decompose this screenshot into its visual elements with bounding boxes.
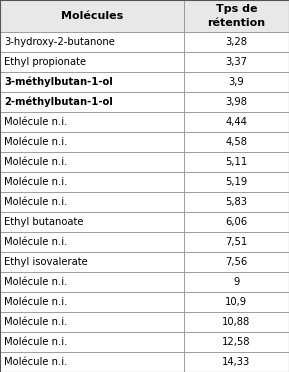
Text: Molécule n.i.: Molécule n.i.: [4, 337, 68, 347]
Bar: [0, 152, 184, 172]
Text: 12,58: 12,58: [222, 337, 251, 347]
Bar: [0, 172, 184, 192]
Text: Molécule n.i.: Molécule n.i.: [4, 317, 68, 327]
Bar: [184, 352, 289, 372]
Text: 14,33: 14,33: [222, 357, 250, 367]
Bar: [0, 92, 184, 112]
Bar: [0, 52, 184, 72]
Text: 3-hydroxy-2-butanone: 3-hydroxy-2-butanone: [4, 37, 115, 47]
Text: 3-méthylbutan-1-ol: 3-méthylbutan-1-ol: [4, 77, 113, 87]
Bar: [0, 352, 184, 372]
Bar: [0, 112, 184, 132]
Text: 3,37: 3,37: [225, 57, 247, 67]
Text: 3,98: 3,98: [225, 97, 247, 107]
Bar: [184, 332, 289, 352]
Bar: [0, 252, 184, 272]
Bar: [184, 32, 289, 52]
Bar: [0, 72, 184, 92]
Text: 9: 9: [233, 277, 240, 287]
Text: 5,11: 5,11: [225, 157, 247, 167]
Bar: [0, 212, 184, 232]
Text: Ethyl butanoate: Ethyl butanoate: [4, 217, 84, 227]
Text: Ethyl propionate: Ethyl propionate: [4, 57, 86, 67]
Text: 10,88: 10,88: [222, 317, 250, 327]
Bar: [184, 212, 289, 232]
Bar: [184, 72, 289, 92]
Bar: [184, 312, 289, 332]
Bar: [184, 192, 289, 212]
Bar: [184, 132, 289, 152]
Text: 5,83: 5,83: [225, 197, 247, 207]
Bar: [0, 332, 184, 352]
Text: 7,51: 7,51: [225, 237, 247, 247]
Bar: [0, 192, 184, 212]
Bar: [184, 112, 289, 132]
Text: Molécule n.i.: Molécule n.i.: [4, 137, 68, 147]
Text: Tps de
rétention: Tps de rétention: [207, 4, 265, 28]
Text: Molécule n.i.: Molécule n.i.: [4, 297, 68, 307]
Bar: [184, 292, 289, 312]
Text: 6,06: 6,06: [225, 217, 247, 227]
Bar: [184, 172, 289, 192]
Bar: [184, 252, 289, 272]
Text: Molécule n.i.: Molécule n.i.: [4, 357, 68, 367]
Text: 4,44: 4,44: [225, 117, 247, 127]
Bar: [0, 312, 184, 332]
Bar: [184, 232, 289, 252]
Bar: [0, 0, 184, 32]
Bar: [184, 52, 289, 72]
Text: Molécule n.i.: Molécule n.i.: [4, 117, 68, 127]
Text: Molécule n.i.: Molécule n.i.: [4, 157, 68, 167]
Bar: [0, 32, 184, 52]
Bar: [0, 272, 184, 292]
Text: 7,56: 7,56: [225, 257, 247, 267]
Text: Molécules: Molécules: [61, 11, 123, 21]
Text: 3,28: 3,28: [225, 37, 247, 47]
Text: Molécule n.i.: Molécule n.i.: [4, 197, 68, 207]
Text: 3,9: 3,9: [228, 77, 244, 87]
Text: Molécule n.i.: Molécule n.i.: [4, 277, 68, 287]
Bar: [0, 232, 184, 252]
Bar: [0, 292, 184, 312]
Text: 10,9: 10,9: [225, 297, 247, 307]
Bar: [184, 0, 289, 32]
Text: Ethyl isovalerate: Ethyl isovalerate: [4, 257, 88, 267]
Text: Molécule n.i.: Molécule n.i.: [4, 237, 68, 247]
Bar: [184, 152, 289, 172]
Text: 4,58: 4,58: [225, 137, 247, 147]
Bar: [184, 272, 289, 292]
Text: 5,19: 5,19: [225, 177, 247, 187]
Bar: [0, 132, 184, 152]
Bar: [184, 92, 289, 112]
Text: Molécule n.i.: Molécule n.i.: [4, 177, 68, 187]
Text: 2-méthylbutan-1-ol: 2-méthylbutan-1-ol: [4, 97, 113, 107]
